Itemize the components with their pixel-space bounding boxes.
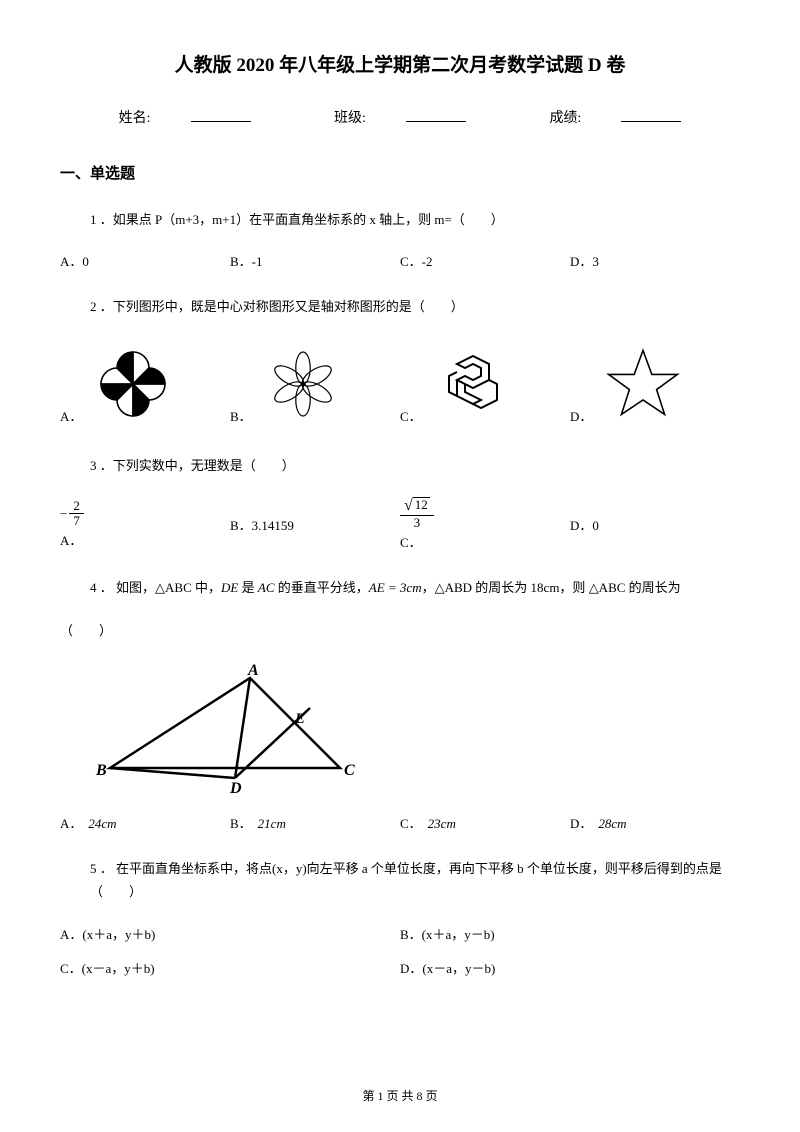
q2-options: A． B．	[60, 339, 740, 429]
question-5: 5 ． 在平面直角坐标系中，将点(x，y)向左平移 a 个单位长度，再向下平移 …	[60, 857, 740, 904]
q5-options-2: C．(x－a，y＋b) D．(x－a，y－b)	[60, 958, 740, 977]
q5-opt-a: A．(x＋a，y＋b)	[60, 924, 400, 943]
q5-options-1: A．(x＋a，y＋b) B．(x＋a，y－b)	[60, 924, 740, 943]
question-2: 2 ．下列图形中，既是中心对称图形又是轴对称图形的是（ ）	[60, 295, 740, 318]
page-title: 人教版 2020 年八年级上学期第二次月考数学试题 D 卷	[60, 50, 740, 77]
q4-opt-a: A．24cm	[60, 813, 230, 832]
name-label: 姓名:	[99, 111, 271, 126]
q4-options: A．24cm B．21cm C．23cm D．28cm	[60, 813, 740, 832]
q4-opt-c: C．23cm	[400, 813, 570, 832]
q3-opt-a: − 27 A．	[60, 499, 230, 550]
q1-opt-b: B．-1	[230, 251, 400, 270]
svg-text:B: B	[95, 762, 107, 779]
q3-options: − 27 A． B．3.14159 √12 3 C． D．0	[60, 497, 740, 551]
svg-text:D: D	[229, 780, 242, 793]
q2-opt-b: B．	[230, 339, 400, 429]
q1-opt-a: A．0	[60, 251, 230, 270]
q2-opt-a: A．	[60, 339, 230, 429]
q3-opt-b: B．3.14159	[230, 515, 400, 534]
question-4: 4 ． 如图，△ABC 中，DE 是 AC 的垂直平分线，AE = 3cm，△A…	[60, 576, 740, 599]
pinwheel-icon	[88, 339, 178, 429]
flower-icon	[258, 339, 348, 429]
q2-opt-d: D．	[570, 339, 740, 429]
score-label: 成绩:	[529, 111, 701, 126]
q1-options: A．0 B．-1 C．-2 D．3	[60, 251, 740, 270]
section-header: 一、单选题	[60, 162, 740, 183]
class-label: 班级:	[314, 111, 486, 126]
q5-opt-b: B．(x＋a，y－b)	[400, 924, 740, 943]
triangle-figure: A B C D E	[90, 663, 370, 793]
student-info: 姓名: 班级: 成绩:	[60, 107, 740, 127]
q4-opt-d: D．28cm	[570, 813, 740, 832]
star-icon	[598, 339, 688, 429]
question-1: 1 ．如果点 P（m+3，m+1）在平面直角坐标系的 x 轴上，则 m=（ ）	[60, 208, 740, 231]
svg-text:C: C	[344, 762, 355, 779]
q1-opt-d: D．3	[570, 251, 740, 270]
svg-text:E: E	[294, 711, 305, 727]
q4-opt-b: B．21cm	[230, 813, 400, 832]
page-footer: 第 1 页 共 8 页	[0, 1087, 800, 1104]
q1-opt-c: C．-2	[400, 251, 570, 270]
svg-text:A: A	[247, 663, 259, 679]
q5-opt-d: D．(x－a，y－b)	[400, 958, 740, 977]
q3-opt-d: D．0	[570, 515, 740, 534]
knot-icon	[428, 339, 518, 429]
q5-opt-c: C．(x－a，y＋b)	[60, 958, 400, 977]
question-3: 3 ．下列实数中，无理数是（ ）	[60, 454, 740, 477]
q3-opt-c: √12 3 C．	[400, 497, 570, 551]
q2-opt-c: C．	[400, 339, 570, 429]
question-4-paren: （ ）	[60, 619, 740, 642]
